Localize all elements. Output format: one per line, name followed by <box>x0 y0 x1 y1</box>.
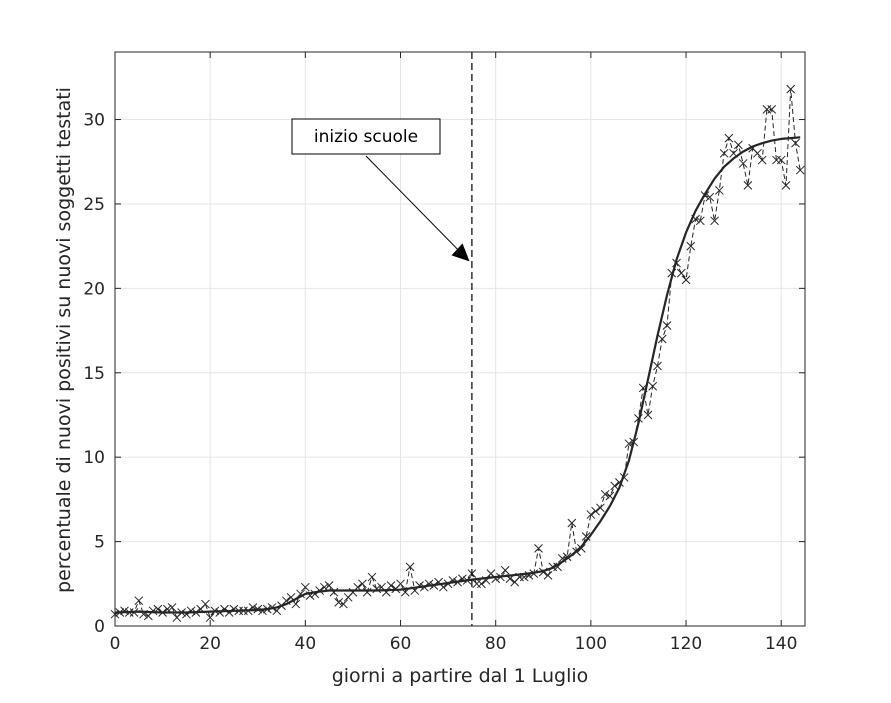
annotation-text: inizio scuole <box>314 127 418 147</box>
data-point <box>358 579 367 589</box>
data-point <box>339 599 348 609</box>
data-point <box>600 489 610 499</box>
y-tick-label: 15 <box>83 364 105 384</box>
axes: 0 20 40 60 80 100 120 140 0 5 10 15 20 25 30 <box>83 51 806 654</box>
data-point <box>543 570 553 580</box>
x-tick-label: 60 <box>390 634 412 654</box>
data-point <box>657 334 667 344</box>
data-point <box>477 579 486 589</box>
data-point <box>534 543 543 553</box>
y-tick-label: 0 <box>94 617 105 637</box>
data-point <box>705 192 715 202</box>
annotation-layer <box>365 52 473 626</box>
data-point <box>714 186 724 195</box>
annotation-arrow-line <box>365 155 464 256</box>
data-point <box>215 608 225 617</box>
data-point <box>781 181 791 190</box>
data-point <box>586 510 596 519</box>
x-tick-label: 40 <box>295 634 317 654</box>
data-point <box>134 596 144 606</box>
data-point <box>681 275 691 285</box>
data-point <box>596 503 605 513</box>
data-point <box>724 133 734 143</box>
data-point <box>734 140 743 150</box>
y-tick-label: 10 <box>83 448 105 468</box>
y-tick-label: 30 <box>83 111 105 131</box>
data-point <box>591 506 600 516</box>
data-point <box>786 84 796 94</box>
data-point <box>738 159 748 168</box>
y-tick-label: 25 <box>83 195 105 215</box>
x-tick-label: 120 <box>670 634 702 654</box>
grid-lines <box>114 52 805 627</box>
data-point <box>148 606 158 616</box>
data-point <box>719 148 729 158</box>
data-point <box>258 606 267 616</box>
x-tick-label: 20 <box>199 634 221 654</box>
annotation-box-frame <box>291 118 441 155</box>
data-point <box>643 410 653 420</box>
x-tick-label: 100 <box>575 634 607 654</box>
data-point <box>500 565 510 575</box>
y-tick-label: 20 <box>83 279 105 299</box>
data-point <box>695 216 705 226</box>
data-point <box>757 155 767 165</box>
x-tick-label: 80 <box>485 634 507 654</box>
x-axis-label: giorni a partire dal 1 Luglio <box>332 665 589 687</box>
annotation-arrow-head <box>451 243 470 262</box>
data-point <box>767 105 777 114</box>
data-point <box>205 613 215 622</box>
data-point <box>334 598 344 607</box>
data-point <box>296 589 305 599</box>
data-point <box>795 165 805 175</box>
annotation-box: inizio scuole <box>291 118 441 155</box>
data-point <box>576 543 586 553</box>
data-point <box>743 181 753 190</box>
data-point <box>367 572 377 582</box>
series-layer <box>110 84 805 622</box>
data-point <box>753 148 762 158</box>
data-point <box>396 579 405 589</box>
fit-curve <box>114 136 801 614</box>
data-point <box>386 581 396 590</box>
x-tick-label: 0 <box>110 634 121 654</box>
data-point <box>324 581 334 590</box>
data-point <box>120 606 129 616</box>
data-point <box>662 321 672 330</box>
data-point <box>300 582 310 592</box>
data-point <box>567 518 577 528</box>
data-point <box>776 155 786 165</box>
y-tick-label: 5 <box>94 533 105 553</box>
axes-frame <box>114 51 806 627</box>
data-point <box>405 562 415 572</box>
data-point <box>676 268 686 278</box>
data-point <box>791 138 800 148</box>
data-point <box>201 599 210 609</box>
data-point <box>653 361 662 371</box>
data-point <box>686 241 696 251</box>
data-point <box>710 216 719 226</box>
plot-area <box>115 52 805 626</box>
data-point <box>167 603 177 612</box>
data-point <box>648 381 658 391</box>
plot-background <box>115 52 805 626</box>
y-axis-label: percentuale di nuovi positivi su nuovi s… <box>53 87 75 593</box>
x-tick-label: 140 <box>765 634 797 654</box>
data-point <box>610 481 620 491</box>
